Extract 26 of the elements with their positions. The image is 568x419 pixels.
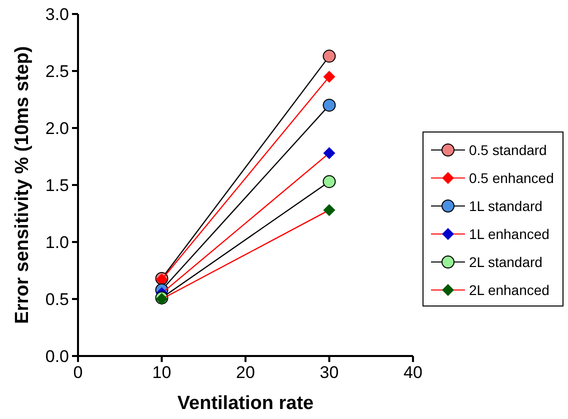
x-tick-label: 30: [320, 363, 339, 382]
x-tick-label: 0: [73, 363, 83, 382]
y-axis-title: Error sensitivity % (10ms step): [12, 46, 33, 324]
y-tick-label: 1.5: [45, 176, 69, 195]
point: [322, 50, 336, 63]
legend-label: 2L standard: [469, 254, 542, 270]
y-tick-label: 2.0: [45, 119, 69, 138]
x-axis-title: Ventilation rate: [177, 393, 314, 414]
legend-label: 1L standard: [469, 198, 542, 214]
point: [322, 98, 336, 112]
point: [323, 70, 336, 83]
legend-label: 0.5 standard: [469, 142, 547, 158]
y-tick-label: 0.5: [45, 290, 69, 309]
legend-label: 0.5 enhanced: [469, 170, 554, 186]
legend-label: 2L enhanced: [469, 282, 550, 298]
point: [323, 147, 336, 160]
point: [323, 204, 336, 216]
y-tick-label: 0.0: [45, 347, 69, 366]
x-tick-label: 20: [236, 363, 255, 382]
x-tick-label: 40: [404, 363, 422, 382]
y-tick-label: 1.0: [45, 233, 69, 252]
legend-label: 1L enhanced: [469, 226, 550, 242]
x-tick-label: 10: [152, 363, 172, 382]
y-tick-label: 2.5: [45, 62, 69, 81]
y-tick-label: 3.0: [45, 5, 69, 24]
point: [322, 175, 336, 188]
